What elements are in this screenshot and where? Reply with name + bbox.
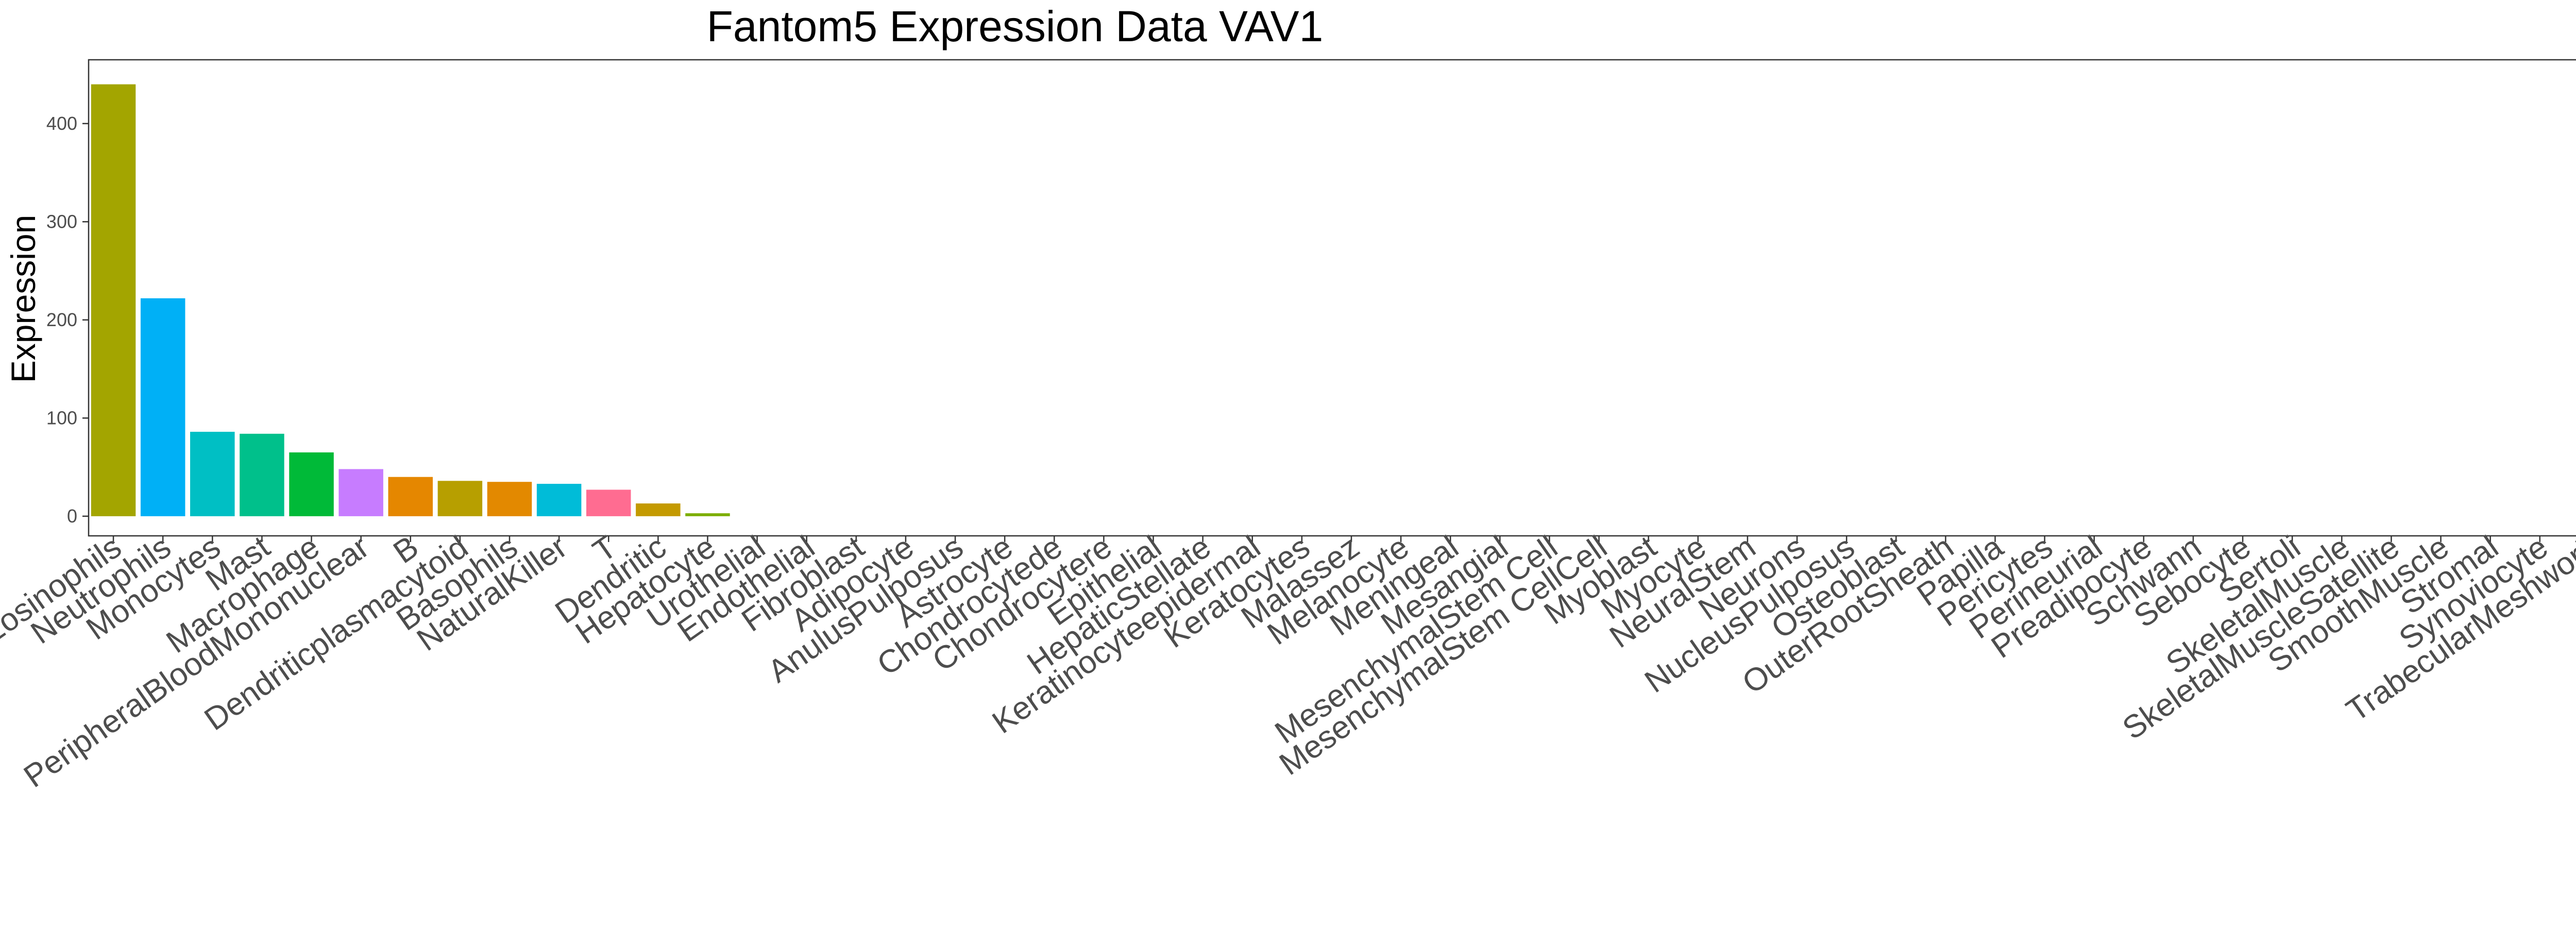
y-tick-label: 100 [46, 407, 77, 428]
chart-title: Fantom5 Expression Data VAV1 [707, 2, 1324, 50]
y-tick-label: 200 [46, 309, 77, 330]
bar-basophils [487, 482, 532, 516]
y-tick-label: 400 [46, 113, 77, 134]
bar-t [586, 489, 631, 516]
bar-eosinophils [91, 84, 136, 516]
bar-peripheralbloodmononuclear [338, 469, 383, 516]
bar-naturalkiller [536, 484, 582, 516]
y-tick-label: 0 [67, 505, 77, 527]
bar-neutrophils [140, 298, 185, 516]
y-axis-label: Expression [4, 215, 42, 383]
bar-hepatocyte [685, 513, 730, 516]
bar-dendriticplasmacytoid [437, 481, 483, 516]
plot-panel: 0100200300400EosinophilsNeutrophilsMonoc… [0, 59, 2576, 794]
bar-dendritic [636, 503, 681, 516]
y-tick-label: 300 [46, 211, 77, 232]
bar-mast [240, 433, 284, 516]
bar-macrophage [289, 452, 334, 516]
panel-border [88, 59, 2576, 537]
bar-monocytes [190, 432, 235, 516]
bar-b [388, 477, 433, 516]
